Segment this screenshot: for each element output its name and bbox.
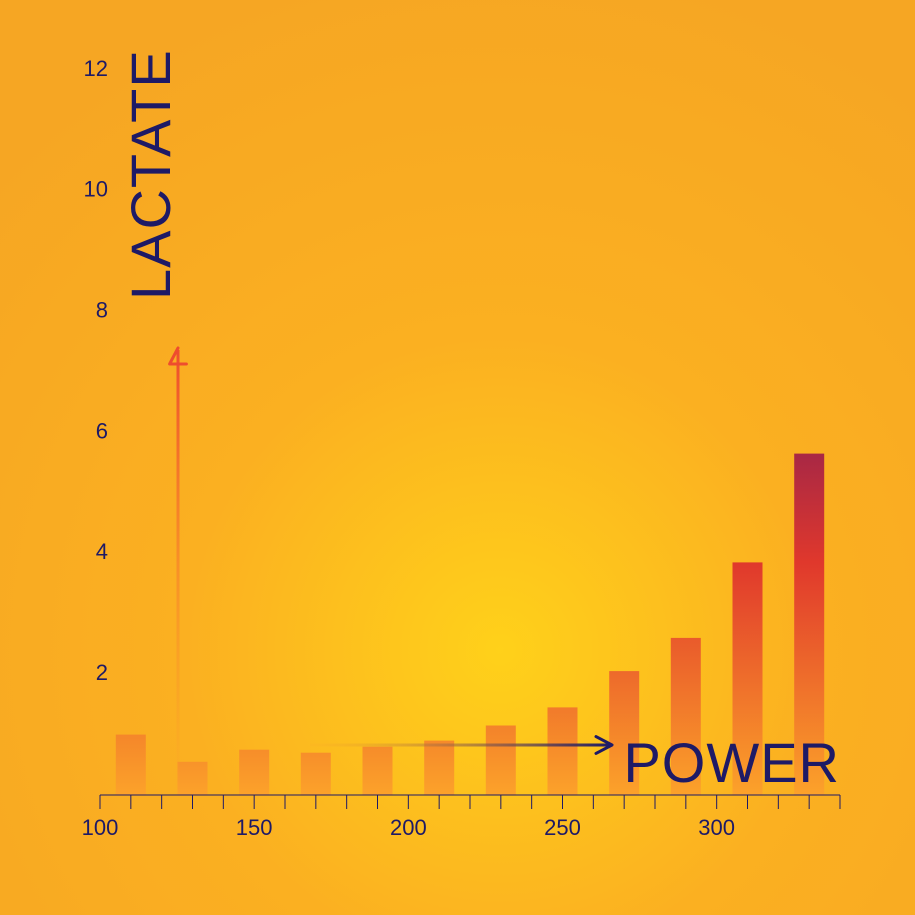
x-tick-label: 300 — [698, 815, 735, 840]
y-tick-label: 12 — [84, 56, 108, 81]
y-tick-label: 4 — [96, 539, 108, 564]
x-axis-label: POWER — [623, 731, 840, 794]
x-tick-label: 100 — [82, 815, 119, 840]
y-axis-label: LACTATE — [119, 49, 182, 300]
chart-container: 100 150 200 250 300 2 4 6 8 10 12 LACTATE POWER — [0, 0, 915, 915]
x-tick-label: 150 — [236, 815, 273, 840]
chart-svg: 100 150 200 250 300 2 4 6 8 10 12 LACTATE POWER — [0, 0, 915, 915]
y-tick-label: 6 — [96, 418, 108, 443]
x-tick-label: 250 — [544, 815, 581, 840]
bar — [548, 707, 578, 795]
y-tick-label: 10 — [84, 177, 108, 202]
y-tick-label: 2 — [96, 660, 108, 685]
bar — [486, 726, 516, 796]
bar — [301, 753, 331, 795]
x-tick-label: 200 — [390, 815, 427, 840]
bar — [239, 750, 269, 795]
bar — [424, 741, 454, 795]
bar — [178, 762, 208, 795]
bar — [363, 747, 393, 795]
y-tick-label: 8 — [96, 297, 108, 322]
bar — [116, 735, 146, 795]
